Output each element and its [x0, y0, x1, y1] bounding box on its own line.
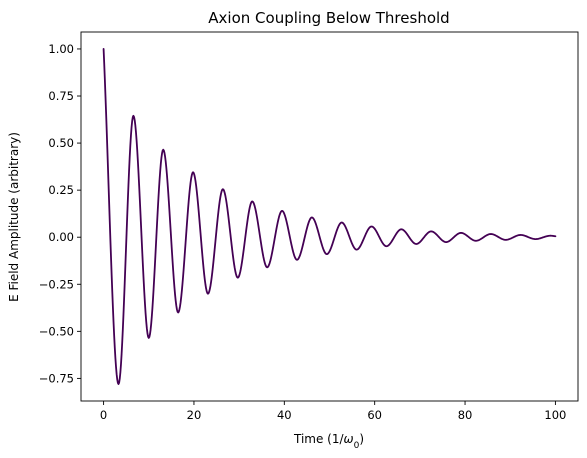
series-line — [102, 48, 557, 385]
x-tick-label: 100 — [544, 408, 566, 422]
y-tick-label: 0.00 — [48, 230, 74, 244]
y-tick-label: 0.75 — [48, 89, 74, 103]
y-tick-label: 0.50 — [48, 136, 74, 150]
y-tick-label: 1.00 — [48, 42, 74, 56]
x-axis-label: Time (1/ω0) — [293, 432, 364, 451]
y-axis-ticks: −0.75 −0.50 −0.25 0.00 0.25 0.50 0.75 1.00 — [39, 42, 81, 385]
y-tick-label: −0.50 — [39, 324, 74, 338]
x-tick-label: 40 — [277, 408, 292, 422]
x-tick-label: 0 — [100, 408, 107, 422]
y-tick-label: 0.25 — [48, 183, 74, 197]
plot-area-frame — [80, 31, 579, 402]
y-tick-label: −0.75 — [39, 371, 74, 385]
y-axis-label: E Field Amplitude (arbitrary) — [7, 132, 21, 302]
x-axis-ticks: 0 20 40 60 80 100 — [100, 401, 566, 422]
chart-title: Axion Coupling Below Threshold — [208, 9, 449, 27]
x-tick-label: 80 — [458, 408, 473, 422]
y-tick-label: −0.25 — [39, 277, 74, 291]
x-tick-label: 20 — [187, 408, 202, 422]
x-tick-label: 60 — [367, 408, 382, 422]
